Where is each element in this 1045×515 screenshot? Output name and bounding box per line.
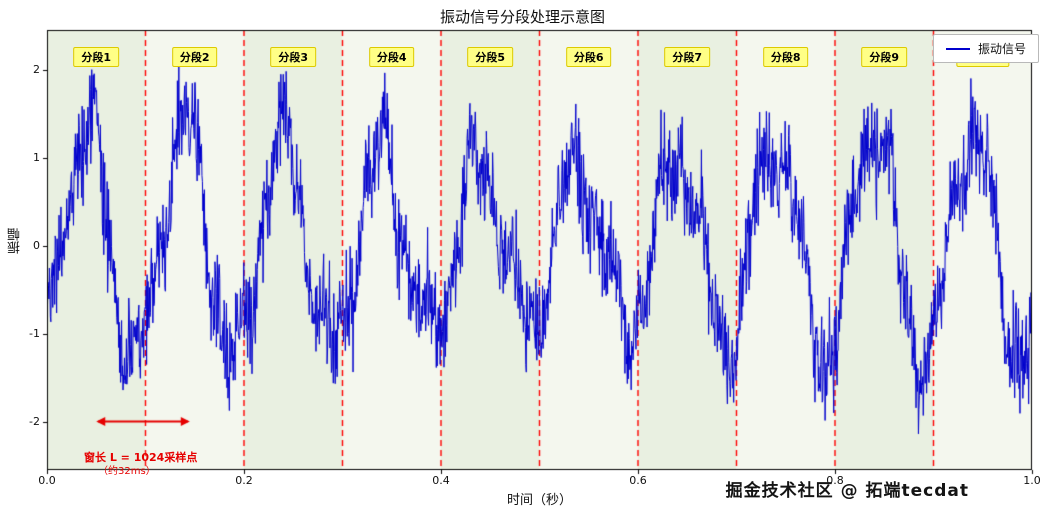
y-tick-label: 0 — [33, 239, 40, 252]
y-tick-label: -2 — [29, 415, 40, 428]
segment-label: 分段6 — [565, 47, 612, 67]
segment-label: 分段7 — [664, 47, 711, 67]
segment-label: 分段2 — [171, 47, 218, 67]
x-axis-label: 时间（秒） — [506, 493, 572, 508]
segment-label: 分段8 — [762, 47, 809, 67]
window-length-annotation: 窗长 L = 1024采样点 — [84, 451, 198, 464]
legend: 振动信号 — [932, 34, 1039, 63]
segment-label: 分段3 — [270, 47, 317, 67]
watermark-text: 掘金技术社区 @ 拓端tecdat — [725, 481, 969, 501]
x-tick-label: 0.4 — [432, 474, 450, 487]
x-tick-label: 0.6 — [629, 474, 647, 487]
legend-label: 振动信号 — [977, 42, 1026, 56]
y-tick-label: 2 — [33, 63, 40, 76]
segment-label: 分段9 — [861, 47, 908, 67]
x-tick-label: 0.0 — [38, 474, 56, 487]
segment-label: 分段1 — [73, 47, 120, 67]
x-tick-label: 0.2 — [235, 474, 253, 487]
segment-label: 分段4 — [368, 47, 415, 67]
legend-line-sample — [945, 47, 970, 50]
x-tick-label: 1.0 — [1023, 474, 1041, 487]
x-tick-label: 0.8 — [826, 474, 844, 487]
window-length-annotation-sub: （约32ms） — [98, 466, 156, 477]
y-tick-label: -1 — [29, 327, 40, 340]
chart-title: 振动信号分段处理示意图 — [439, 8, 605, 26]
segment-label: 分段5 — [467, 47, 514, 67]
y-tick-label: 1 — [33, 151, 40, 164]
